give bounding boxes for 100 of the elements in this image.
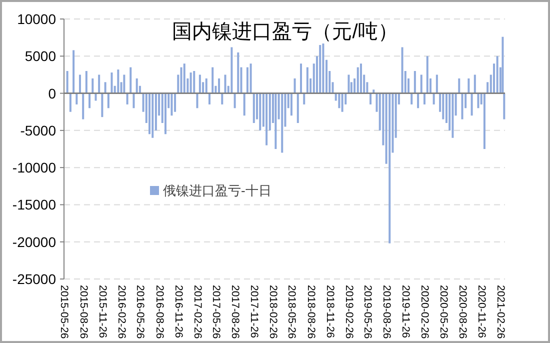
- bar: [266, 93, 268, 146]
- bar: [274, 93, 277, 149]
- bar: [82, 93, 84, 120]
- x-tick-label: 2019-02-26: [342, 285, 355, 339]
- legend: 俄镍进口盈亏-十日: [150, 183, 272, 198]
- y-tick-label: -20000: [12, 234, 56, 250]
- bar: [66, 71, 68, 94]
- y-tick-label: 0: [48, 85, 56, 102]
- bar: [388, 93, 391, 244]
- bar: [243, 93, 246, 116]
- bar: [468, 78, 470, 94]
- bar: [98, 74, 100, 94]
- bar: [360, 64, 362, 94]
- bar: [107, 93, 110, 108]
- bar: [356, 67, 359, 94]
- bar: [152, 93, 154, 138]
- x-tick-label: 2019-05-26: [361, 285, 374, 339]
- x-tick-label: 2018-11-26: [324, 285, 336, 338]
- bar: [483, 93, 486, 149]
- bar: [442, 93, 444, 120]
- bar: [420, 74, 422, 94]
- bar: [170, 93, 173, 116]
- bar: [208, 93, 210, 104]
- bar: [470, 93, 473, 116]
- x-tick-label: 2018-02-26: [267, 285, 280, 339]
- bar: [414, 71, 416, 94]
- bar: [224, 74, 226, 94]
- bar: [461, 93, 464, 120]
- bar: [198, 74, 201, 94]
- bar: [196, 93, 198, 108]
- bar: [104, 82, 106, 94]
- bar: [252, 93, 255, 123]
- y-tick-label: -25000: [12, 271, 56, 287]
- bar: [474, 74, 476, 94]
- bar: [180, 67, 182, 94]
- bar: [136, 78, 138, 94]
- y-tick-label: 5000: [24, 48, 56, 64]
- bar: [76, 93, 78, 104]
- x-tick-label: 2016-08-26: [153, 285, 166, 339]
- x-tick-label: 2020-11-26: [476, 285, 488, 338]
- x-tick-label: 2019-08-26: [380, 285, 393, 339]
- bar: [417, 93, 420, 108]
- bar: [193, 71, 196, 94]
- x-tick-label: 2017-05-26: [210, 285, 222, 339]
- bar: [164, 93, 166, 134]
- x-tick-label: 2021-02-26: [494, 285, 507, 339]
- bar: [123, 74, 126, 94]
- bar: [190, 72, 192, 94]
- x-tick-label: 2016-05-26: [134, 285, 146, 339]
- y-tick-label: 10000: [17, 11, 56, 27]
- bar: [296, 93, 299, 123]
- bar: [130, 67, 132, 94]
- bar: [458, 78, 460, 94]
- bar: [117, 70, 120, 94]
- bar: [101, 93, 104, 118]
- bar: [250, 64, 252, 94]
- y-tick-label: -5000: [20, 122, 56, 138]
- bar: [183, 64, 186, 94]
- bar: [436, 74, 438, 94]
- bar: [246, 67, 248, 94]
- bar: [432, 93, 435, 104]
- bar: [78, 74, 81, 94]
- x-tick-label: 2015-11-26: [96, 285, 108, 338]
- x-tick-label: 2016-02-26: [116, 285, 128, 339]
- x-tick-label: 2018-05-26: [286, 285, 298, 339]
- bar: [319, 45, 322, 94]
- bar: [234, 93, 236, 108]
- bar: [69, 93, 72, 112]
- bar: [496, 56, 498, 94]
- bar: [174, 93, 176, 112]
- bar: [410, 93, 413, 104]
- bar: [212, 67, 214, 94]
- x-tick-label: 2017-08-26: [229, 285, 242, 339]
- x-tick-label: 2015-08-26: [77, 285, 90, 339]
- bar: [259, 93, 262, 130]
- bar: [230, 47, 233, 94]
- x-tick-label: 2019-11-26: [400, 285, 412, 338]
- x-tick-label: 2018-08-26: [304, 285, 317, 339]
- bar: [281, 93, 284, 153]
- bar: [300, 64, 302, 94]
- y-tick-label: -15000: [12, 196, 56, 213]
- bar: [452, 93, 454, 138]
- bar: [148, 93, 150, 134]
- x-tick-label: 2020-02-26: [418, 285, 431, 339]
- x-tick-label: 2015-05-26: [58, 285, 70, 339]
- bar: [401, 47, 404, 94]
- bar: [348, 74, 350, 94]
- bar: [303, 93, 306, 104]
- bar: [370, 93, 372, 104]
- bar: [72, 50, 75, 94]
- bar: [85, 71, 88, 94]
- bar: [88, 93, 91, 108]
- bar: [322, 44, 324, 94]
- x-tick-label: 2020-05-26: [437, 285, 450, 339]
- bar: [237, 52, 240, 94]
- bar: [423, 93, 426, 104]
- bar: [218, 78, 220, 94]
- x-tick-label: 2017-11-26: [248, 285, 260, 338]
- bar: [426, 56, 428, 94]
- y-tick-label: -10000: [12, 160, 56, 176]
